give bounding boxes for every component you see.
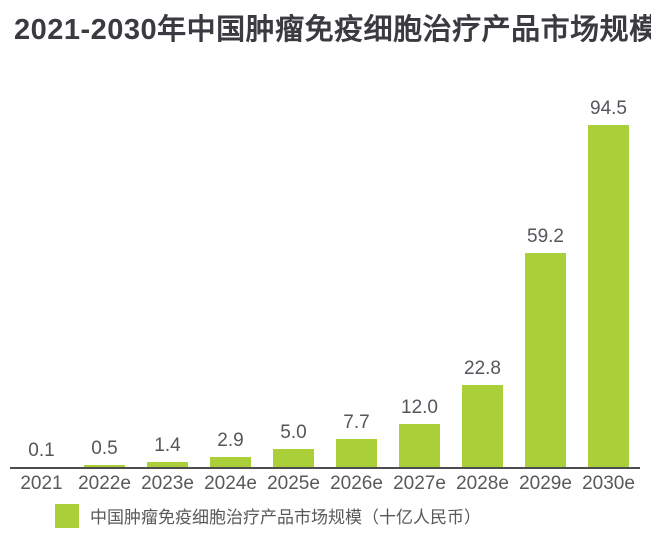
- bar-slot-2026e: 7.7: [325, 412, 388, 467]
- chart-title: 2021-2030年中国肿瘤免疫细胞治疗产品市场规模: [14, 14, 651, 46]
- bar-slot-2024e: 2.9: [199, 429, 262, 467]
- bar-slot-2025e: 5.0: [262, 422, 325, 467]
- x-tick-label: 2022e: [78, 473, 131, 494]
- legend-label: 中国肿瘤免疫细胞治疗产品市场规模（十亿人民币）: [90, 508, 481, 527]
- bar-slot-2023e: 1.4: [136, 435, 199, 467]
- x-tick-label: 2028e: [456, 473, 509, 494]
- value-label: 59.2: [527, 225, 564, 247]
- bar: [336, 439, 377, 467]
- bar-slot-2028e: 22.8: [451, 357, 514, 467]
- bar-slot-2030e: 94.5: [577, 98, 640, 467]
- bar: [210, 456, 251, 467]
- x-tick-label: 2025e: [267, 473, 320, 494]
- value-label: 94.5: [590, 98, 627, 120]
- value-label: 0.5: [91, 438, 118, 460]
- bar-slot-2029e: 59.2: [514, 225, 577, 467]
- x-axis-line: [10, 467, 640, 469]
- value-label: 22.8: [464, 357, 501, 379]
- value-label: 2.9: [217, 429, 244, 451]
- x-tick-label: 2026e: [330, 473, 383, 494]
- x-tick-label: 2030e: [582, 473, 635, 494]
- bar: [147, 461, 188, 467]
- x-tick-label: 2027e: [393, 473, 446, 494]
- x-tick-label: 2029e: [519, 473, 572, 494]
- value-label: 7.7: [343, 412, 370, 434]
- bar: [399, 423, 440, 467]
- x-tick-label: 2021: [20, 473, 63, 494]
- value-label: 1.4: [154, 435, 181, 457]
- value-label: 0.1: [28, 439, 55, 461]
- bar: [588, 125, 629, 467]
- bar-slot-2021: 0.1: [10, 439, 73, 467]
- bar: [273, 448, 314, 467]
- value-label: 5.0: [280, 422, 307, 444]
- x-axis-labels: 2021 2022e 2023e 2024e 2025e 2026e 2027e 2028e 2…: [10, 473, 640, 495]
- legend-swatch-icon: [55, 503, 79, 528]
- bar: [84, 465, 125, 467]
- x-tick-label: 2023e: [141, 473, 194, 494]
- plot-area: 0.1 0.5 1.4 2.9 5.0 7.7 12.0 22.8 59.2 94.5: [10, 88, 640, 467]
- bar-slot-2027e: 12.0: [388, 396, 451, 467]
- x-tick-label: 2024e: [204, 473, 257, 494]
- bar: [462, 384, 503, 467]
- bar-slot-2022e: 0.5: [73, 438, 136, 467]
- legend: 中国肿瘤免疫细胞治疗产品市场规模（十亿人民币）: [55, 503, 481, 528]
- bar: [525, 252, 566, 467]
- value-label: 12.0: [401, 396, 438, 418]
